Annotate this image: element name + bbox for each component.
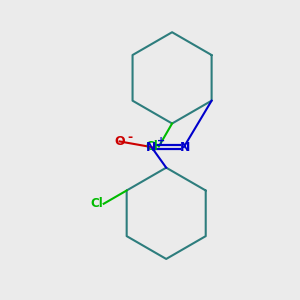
- Text: Cl: Cl: [91, 197, 103, 210]
- Text: +: +: [157, 136, 165, 146]
- Text: Cl: Cl: [146, 140, 158, 153]
- Text: N: N: [180, 141, 190, 154]
- Text: N: N: [146, 141, 157, 154]
- Text: O: O: [114, 135, 125, 148]
- Text: -: -: [127, 130, 132, 143]
